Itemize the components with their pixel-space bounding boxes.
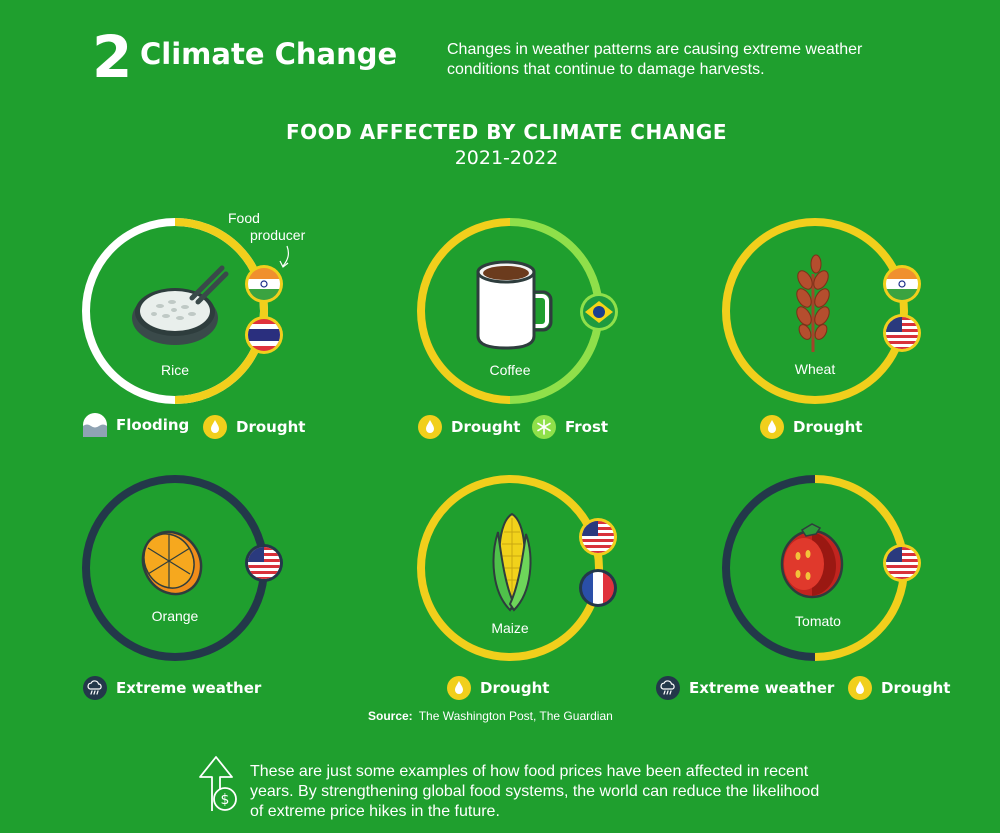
brazil-flag-icon	[580, 293, 618, 331]
legend-drought: Drought	[447, 676, 549, 700]
food-label-orange: Orange	[151, 608, 199, 624]
food-label-tomato: Tomato	[795, 613, 841, 629]
condition-label: Drought	[881, 679, 951, 697]
legend-extreme-weather: Extreme weather	[83, 676, 261, 700]
legend-drought: Drought	[418, 415, 520, 439]
section-number: 2	[92, 23, 133, 91]
legend-drought: Drought	[848, 676, 950, 700]
footer-text: These are just some examples of how food…	[250, 763, 820, 820]
source-text: The Washington Post, The Guardian	[418, 709, 613, 723]
food-label-wheat: Wheat	[794, 361, 836, 377]
legend-frost: Frost	[532, 415, 608, 439]
price-up-arrow-dollar-icon: $	[199, 756, 237, 811]
condition-label: Drought	[236, 418, 306, 436]
usa-flag-icon	[579, 518, 617, 556]
condition-label: Flooding	[116, 416, 190, 434]
india-flag-icon	[245, 265, 283, 303]
maize-icon	[492, 512, 532, 612]
condition-label: Extreme weather	[689, 679, 835, 697]
food-label-maize: Maize	[491, 620, 529, 636]
drought-icon	[447, 676, 471, 700]
section-title: Climate Change	[140, 37, 398, 71]
infographic-years: 2021-2022	[454, 147, 559, 169]
annotation-line-1: Food	[228, 210, 260, 226]
food-label-rice: Rice	[160, 362, 189, 378]
extreme-weather-icon	[83, 676, 107, 700]
usa-flag-icon	[245, 544, 283, 582]
infographic-heading: FOOD AFFECTED BY CLIMATE CHANGE	[285, 120, 727, 144]
section-description: Changes in weather patterns are causing …	[447, 41, 863, 78]
condition-label: Drought	[793, 418, 863, 436]
extreme-weather-icon	[656, 676, 680, 700]
maize-ring	[417, 475, 603, 661]
condition-label: Drought	[480, 679, 550, 697]
usa-flag-icon	[883, 314, 921, 352]
drought-icon	[848, 676, 872, 700]
source-credit: Source: The Washington Post, The Guardian	[368, 709, 613, 723]
legend-drought: Drought	[760, 415, 862, 439]
flooding-icon	[83, 413, 107, 437]
coffee-mug-icon	[476, 260, 553, 350]
thailand-flag-icon	[245, 316, 283, 354]
legend-flooding: Flooding	[83, 413, 189, 437]
drought-icon	[203, 415, 227, 439]
condition-label: Extreme weather	[116, 679, 262, 697]
condition-label: Drought	[451, 418, 521, 436]
source-label: Source:	[368, 709, 413, 723]
india-flag-icon	[883, 265, 921, 303]
legend-extreme-weather: Extreme weather	[656, 676, 834, 700]
annotation-arrow-icon	[279, 245, 289, 268]
tomato-icon	[780, 523, 844, 599]
svg-text:$: $	[221, 792, 230, 808]
rice-bowl-icon	[132, 265, 229, 345]
wheat-icon	[796, 254, 830, 352]
food-producer-annotation: Food producer	[228, 210, 305, 244]
condition-label: Frost	[565, 418, 609, 436]
rice-ring	[82, 218, 268, 404]
orange-icon	[141, 530, 203, 596]
annotation-line-2: producer	[250, 227, 306, 243]
legend-drought: Drought	[203, 415, 305, 439]
food-label-coffee: Coffee	[489, 362, 531, 378]
usa-flag-icon	[883, 544, 921, 582]
drought-icon	[418, 415, 442, 439]
wheat-ring	[722, 218, 908, 404]
france-flag-icon	[579, 569, 617, 607]
drought-icon	[760, 415, 784, 439]
frost-snowflake-icon	[532, 415, 556, 439]
